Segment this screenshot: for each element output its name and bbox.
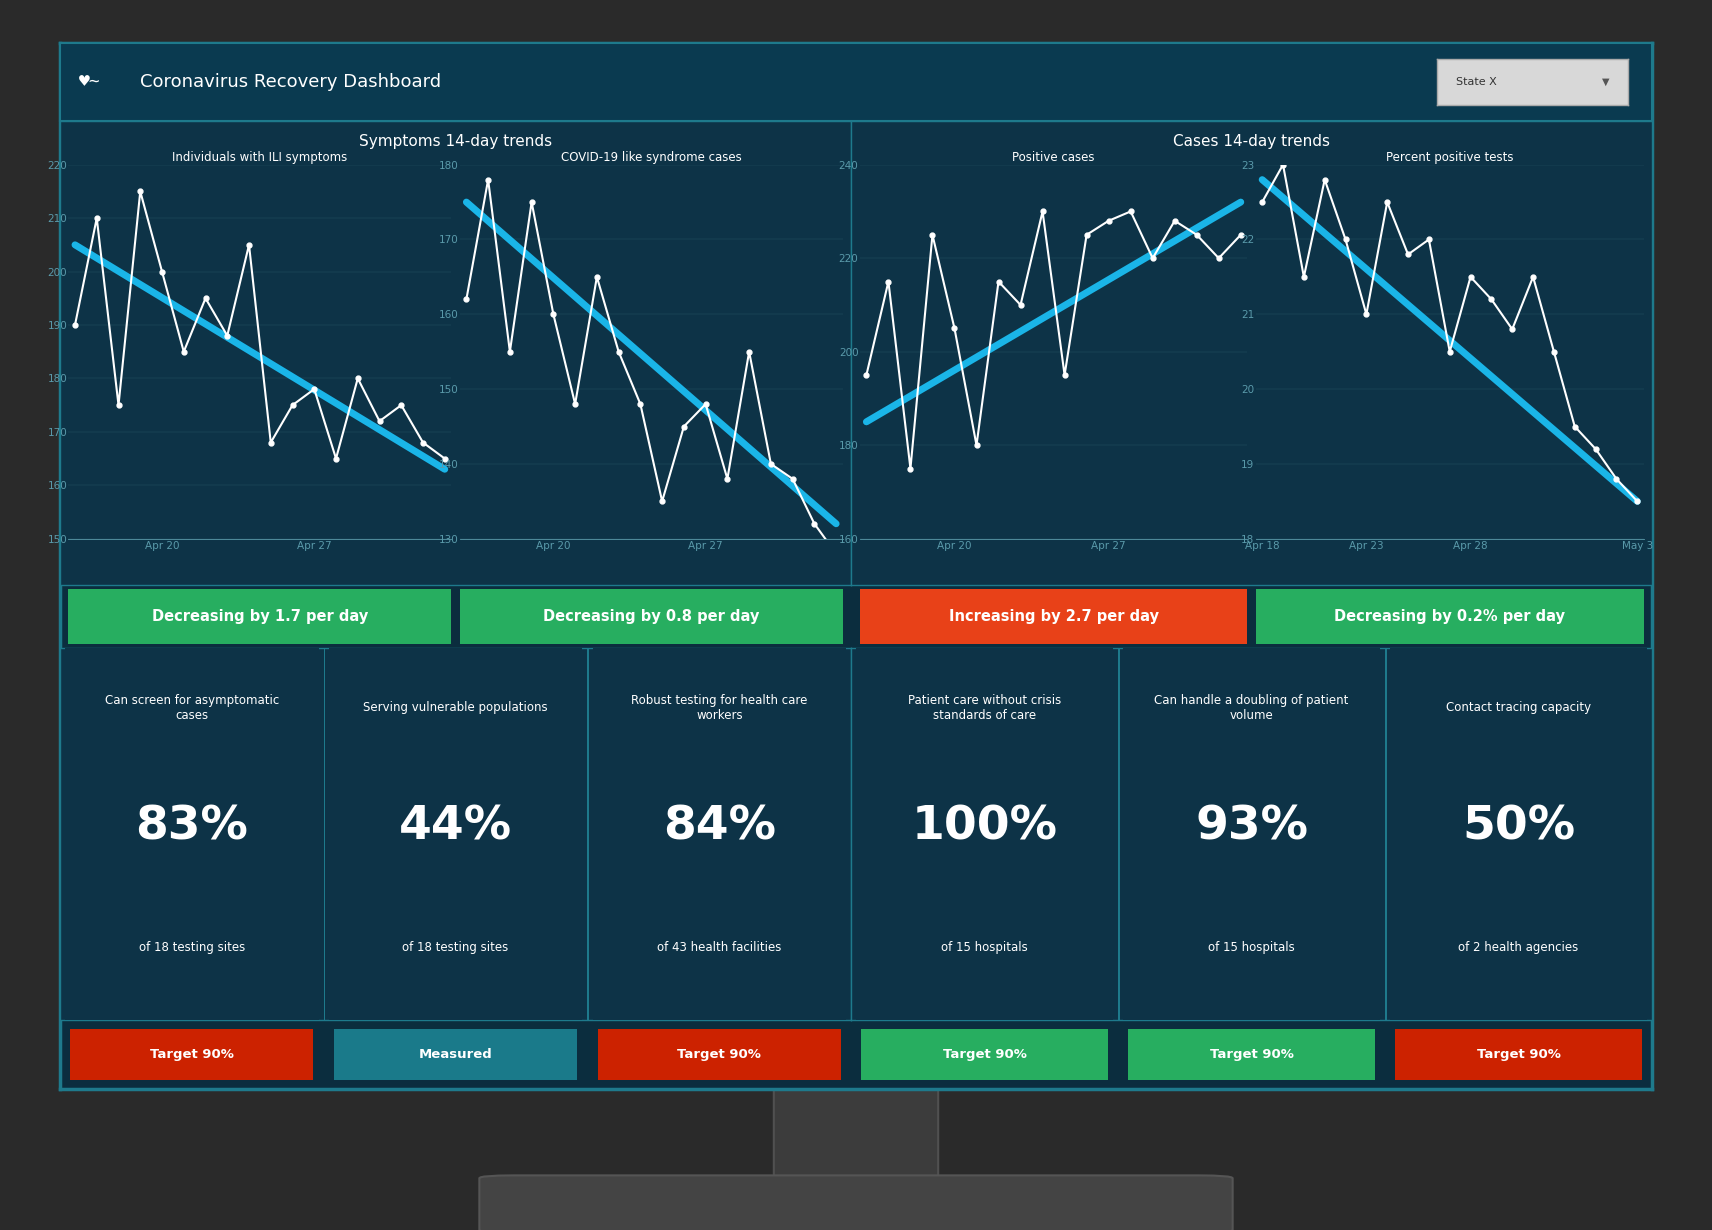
Text: Healthcare: Healthcare	[1207, 659, 1298, 678]
Title: Percent positive tests: Percent positive tests	[1387, 150, 1513, 164]
Text: Can screen for asymptomatic
cases: Can screen for asymptomatic cases	[104, 694, 279, 722]
Title: Individuals with ILI symptoms: Individuals with ILI symptoms	[173, 150, 348, 164]
Text: Target 90%: Target 90%	[1210, 1048, 1294, 1061]
Text: Target 90%: Target 90%	[678, 1048, 762, 1061]
Text: of 2 health agencies: of 2 health agencies	[1459, 941, 1578, 954]
Text: Target 90%: Target 90%	[151, 1048, 235, 1061]
Text: Decreasing by 1.7 per day: Decreasing by 1.7 per day	[152, 609, 368, 624]
FancyBboxPatch shape	[479, 1176, 1233, 1230]
Text: 83%: 83%	[135, 804, 248, 849]
Text: ♥~: ♥~	[79, 73, 101, 91]
Text: Symptoms 14-day trends: Symptoms 14-day trends	[360, 134, 553, 150]
Text: of 15 hospitals: of 15 hospitals	[942, 941, 1029, 954]
Text: Decreasing by 0.2% per day: Decreasing by 0.2% per day	[1334, 609, 1565, 624]
Text: Contact tracing capacity: Contact tracing capacity	[1447, 701, 1590, 715]
Text: 84%: 84%	[663, 804, 776, 849]
Text: Target 90%: Target 90%	[943, 1048, 1027, 1061]
Text: ▼: ▼	[1602, 76, 1609, 87]
Text: State X: State X	[1457, 76, 1496, 87]
Text: of 18 testing sites: of 18 testing sites	[402, 941, 508, 954]
Text: 44%: 44%	[399, 804, 512, 849]
Text: Robust testing for health care
workers: Robust testing for health care workers	[632, 694, 808, 722]
Text: Target 90%: Target 90%	[1477, 1048, 1561, 1061]
Text: 100%: 100%	[912, 804, 1058, 849]
Title: COVID-19 like syndrome cases: COVID-19 like syndrome cases	[562, 150, 741, 164]
Title: Positive cases: Positive cases	[1012, 150, 1096, 164]
Text: Increasing by 2.7 per day: Increasing by 2.7 per day	[948, 609, 1159, 624]
Text: Can handle a doubling of patient
volume: Can handle a doubling of patient volume	[1154, 694, 1349, 722]
FancyBboxPatch shape	[774, 1081, 938, 1187]
Text: Patient care without crisis
standards of care: Patient care without crisis standards of…	[907, 694, 1061, 722]
Text: 50%: 50%	[1462, 804, 1575, 849]
Text: Decreasing by 0.8 per day: Decreasing by 0.8 per day	[543, 609, 760, 624]
Text: Coronavirus Recovery Dashboard: Coronavirus Recovery Dashboard	[140, 73, 440, 91]
Text: Measured: Measured	[419, 1048, 493, 1061]
Text: Cases 14-day trends: Cases 14-day trends	[1173, 134, 1330, 150]
Text: Testing: Testing	[426, 659, 484, 678]
Text: Serving vulnerable populations: Serving vulnerable populations	[363, 701, 548, 715]
Text: of 43 health facilities: of 43 health facilities	[657, 941, 781, 954]
Text: of 18 testing sites: of 18 testing sites	[139, 941, 245, 954]
Text: of 15 hospitals: of 15 hospitals	[1209, 941, 1294, 954]
Text: 93%: 93%	[1195, 804, 1308, 849]
